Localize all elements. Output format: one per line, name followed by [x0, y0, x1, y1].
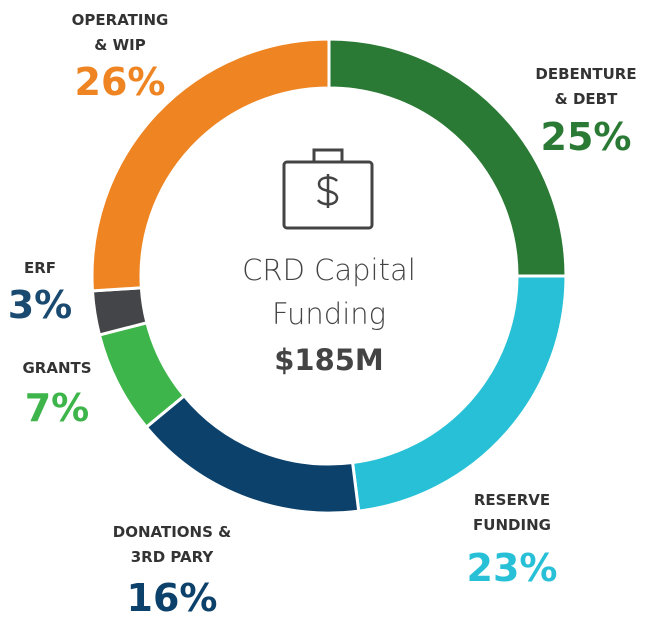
donut-segment — [144, 393, 361, 515]
center-value: $185M — [274, 343, 384, 377]
value-label: 25% — [540, 115, 632, 159]
value-label: 3% — [7, 283, 73, 327]
segment-label: RESERVE FUNDING — [473, 491, 551, 534]
donut-segment — [327, 37, 568, 278]
value-label: 7% — [24, 386, 90, 430]
segment-label: DONATIONS & 3RD PARY — [112, 523, 232, 566]
value-label: 23% — [466, 546, 558, 590]
segment-label: DEBENTURE & DEBT — [535, 65, 637, 108]
segment-label: GRANTS — [22, 359, 92, 377]
segment-label: ERF — [23, 259, 57, 277]
value-label: 16% — [126, 576, 218, 617]
briefcase-icon — [282, 148, 374, 230]
value-label: 26% — [74, 60, 166, 104]
center-title: CRD Capital Funding — [242, 253, 416, 331]
donut-segment — [90, 37, 331, 293]
segment-label: OPERATING & WIP — [71, 11, 169, 54]
